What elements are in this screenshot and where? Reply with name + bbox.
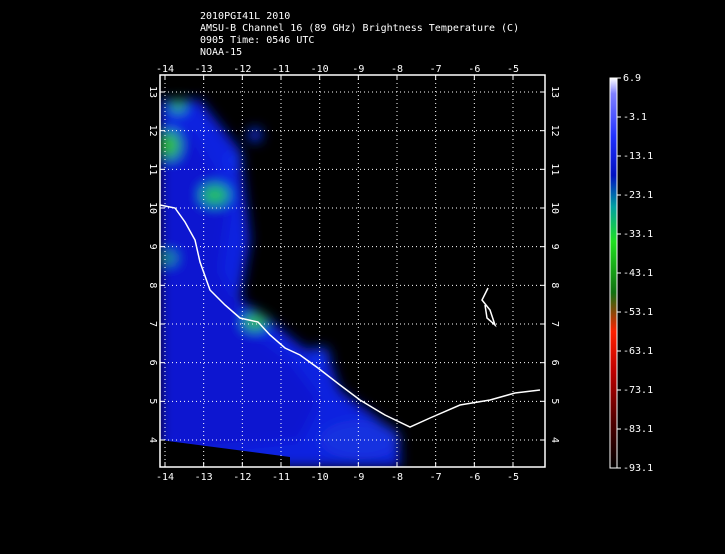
y-tick-label: 11 <box>549 163 560 175</box>
y-tick-label: 4 <box>147 437 158 443</box>
colorbar-label: -33.1 <box>623 229 653 240</box>
header-line: NOAA-15 <box>200 47 242 58</box>
header-line: 0905 Time: 0546 UTC <box>200 35 314 46</box>
y-tick-label: 9 <box>549 244 560 250</box>
y-tick-label: 13 <box>147 86 158 98</box>
x-tick-label: -13 <box>195 64 213 75</box>
y-tick-label: 10 <box>147 202 158 214</box>
x-tick-label: -9 <box>352 64 364 75</box>
y-tick-label: 13 <box>549 86 560 98</box>
colorbar-label: -83.1 <box>623 424 653 435</box>
y-tick-label: 11 <box>147 163 158 175</box>
x-tick-label: -6 <box>468 472 480 483</box>
x-tick-label: -8 <box>391 64 403 75</box>
y-tick-label: 5 <box>147 398 158 404</box>
y-tick-label: 5 <box>549 398 560 404</box>
y-tick-label: 6 <box>549 360 560 366</box>
colorbar-label: -43.1 <box>623 268 653 279</box>
x-tick-label: -9 <box>352 472 364 483</box>
y-tick-label: 4 <box>549 437 560 443</box>
y-tick-label: 7 <box>549 321 560 327</box>
x-tick-label: -10 <box>311 64 329 75</box>
colorbar-label: -73.1 <box>623 385 653 396</box>
header-line: AMSU-B Channel 16 (89 GHz) Brightness Te… <box>200 23 519 34</box>
x-tick-label: -6 <box>468 64 480 75</box>
x-tick-label: -5 <box>507 472 519 483</box>
y-tick-label: 12 <box>147 125 158 137</box>
x-tick-label: -5 <box>507 64 519 75</box>
colorbar-label: -13.1 <box>623 151 653 162</box>
colorbar-label: -63.1 <box>623 346 653 357</box>
header: 2010PGI41L 2010 AMSU-B Channel 16 (89 GH… <box>200 11 519 58</box>
map-frame <box>159 74 546 468</box>
y-tick-label: 8 <box>549 282 560 288</box>
x-tick-label: -7 <box>430 64 442 75</box>
colorbar-label: -93.1 <box>623 463 653 474</box>
x-tick-label: -12 <box>233 472 251 483</box>
y-tick-label: 8 <box>147 282 158 288</box>
x-tick-label: -12 <box>233 64 251 75</box>
x-tick-label: -11 <box>272 64 290 75</box>
colorbar-label: -53.1 <box>623 307 653 318</box>
x-tick-label: -8 <box>391 472 403 483</box>
colorbar-label: -3.1 <box>623 112 647 123</box>
x-tick-label: -11 <box>272 472 290 483</box>
colorbar-label: -23.1 <box>623 190 653 201</box>
x-tick-label: -10 <box>311 472 329 483</box>
x-tick-label: -7 <box>430 472 442 483</box>
colorbar <box>609 77 618 469</box>
y-tick-label: 12 <box>549 125 560 137</box>
y-tick-label: 7 <box>147 321 158 327</box>
x-tick-label: -14 <box>156 64 174 75</box>
y-tick-label: 6 <box>147 360 158 366</box>
x-tick-label: -13 <box>195 472 213 483</box>
x-tick-label: -14 <box>156 472 174 483</box>
colorbar-label: 6.9 <box>623 73 641 84</box>
header-line: 2010PGI41L 2010 <box>200 11 290 22</box>
y-tick-label: 9 <box>147 244 158 250</box>
imagery <box>160 100 541 467</box>
y-tick-label: 10 <box>549 202 560 214</box>
